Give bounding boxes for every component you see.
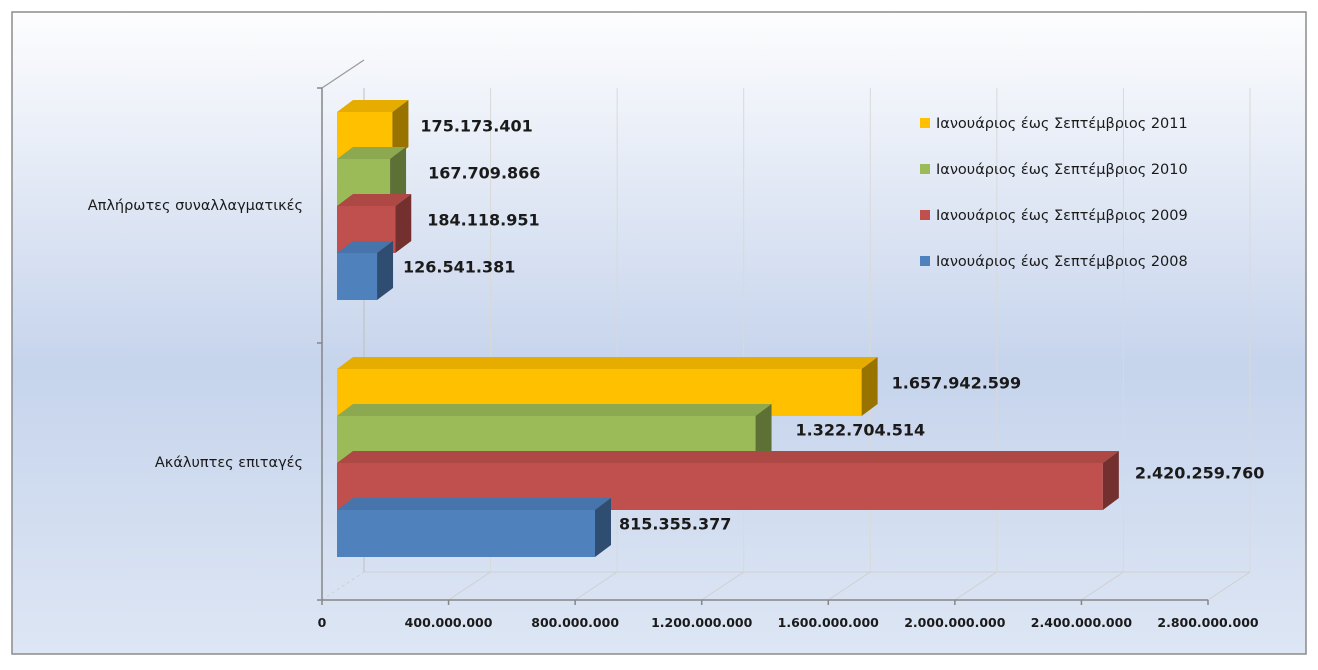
category-label: Ακάλυπτες επιταγές [155,455,303,471]
floor-grid-line [954,571,998,601]
legend-label: Ιανουάριος έως Σεπτέμβριος 2008 [936,254,1188,270]
x-tick-label: 0 [318,615,327,630]
x-tick-label: 2.800.000.000 [1157,615,1259,630]
data-label: 2.420.259.760 [1135,464,1265,483]
x-tick-label: 400.000.000 [405,615,493,630]
category-label: Απλήρωτες συναλλαγματικές [88,198,303,214]
floor-grid-line [448,571,491,601]
legend-swatch [920,256,930,266]
legend-swatch [920,210,930,220]
bar [337,100,409,159]
x-tick-label: 1.200.000.000 [651,615,753,630]
data-label: 167.709.866 [428,164,540,183]
data-label: 184.118.951 [427,211,539,230]
legend-label: Ιανουάριος έως Σεπτέμβριος 2009 [936,208,1188,224]
data-labels: 126.541.381 184.118.951 167.709.866 175.173… [403,117,1264,534]
data-label: 1.322.704.514 [796,421,926,440]
axes: 0 400.000.000 800.000.000 1.200.000.000 1.60… [88,87,1259,630]
data-label: 1.657.942.599 [892,374,1022,393]
data-label: 126.541.381 [403,258,515,277]
floor-grid-line [701,571,744,601]
wall-top-edge [321,59,365,89]
x-tick-label: 2.400.000.000 [1031,615,1133,630]
bar [337,498,612,557]
x-tick-label: 800.000.000 [531,615,619,630]
legend-label: Ιανουάριος έως Σεπτέμβριος 2011 [936,116,1188,132]
legend-swatch [920,164,930,174]
chart-background [11,11,1307,655]
x-tick-label: 2.000.000.000 [904,615,1006,630]
legend-swatch [920,118,930,128]
floor-grid-line [828,571,871,601]
data-label: 815.355.377 [619,515,731,534]
floor-grid-line [321,571,365,601]
legend: Ιανουάριος έως Σεπτέμβριος 2011 Ιανουάριο… [920,116,1188,270]
bars [337,100,1119,557]
legend-label: Ιανουάριος έως Σεπτέμβριος 2010 [936,162,1188,178]
data-label: 175.173.401 [420,117,532,136]
bar [337,241,394,300]
floor-grid-line [1207,571,1251,601]
floor-grid-line [574,571,618,601]
floor-grid-line [1081,571,1124,601]
bar [337,194,412,253]
x-tick-label: 1.600.000.000 [778,615,880,630]
